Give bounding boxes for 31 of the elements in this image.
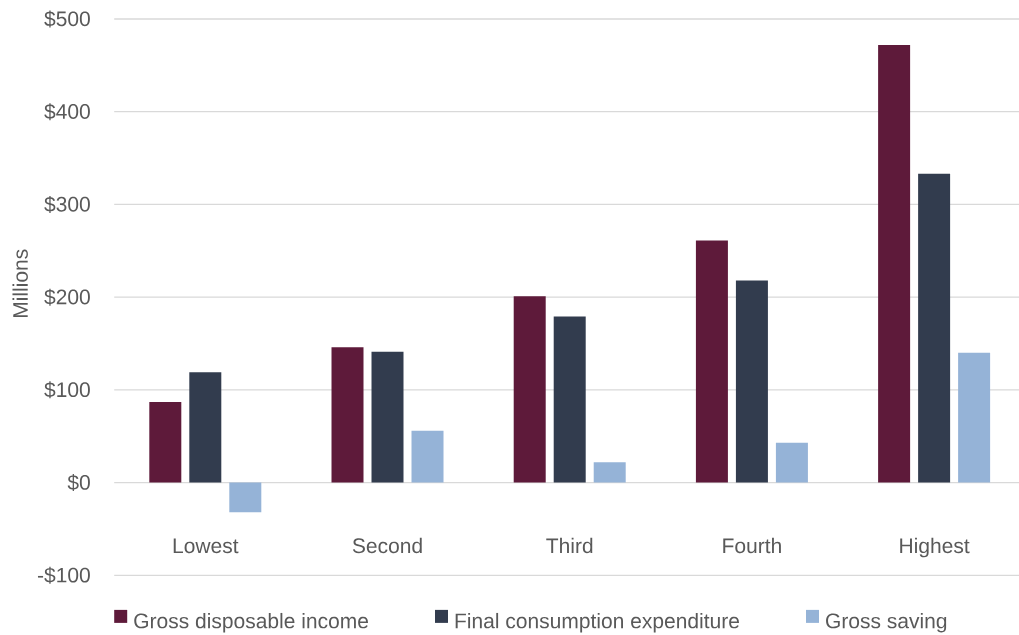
y-tick-label: $200 — [44, 288, 90, 306]
legend-label: Gross saving — [826, 612, 947, 633]
bar — [735, 280, 768, 483]
bar — [695, 240, 728, 483]
x-tick-label: Fourth — [723, 537, 781, 554]
bar — [775, 442, 808, 483]
bar — [229, 482, 262, 513]
bar — [878, 44, 911, 483]
x-tick-label: Third — [546, 537, 593, 554]
x-tick-label: Second — [352, 537, 422, 554]
legend-label: Gross disposable income — [134, 612, 368, 633]
y-tick-label: $100 — [44, 381, 90, 399]
y-tick-label: $500 — [44, 10, 90, 28]
bar — [371, 351, 404, 483]
x-tick-label: Highest — [900, 537, 970, 558]
bar — [189, 372, 222, 483]
bar — [918, 173, 951, 483]
bar — [958, 352, 991, 483]
y-tick-label: $400 — [44, 103, 90, 121]
y-tick-label: $300 — [44, 195, 90, 213]
bar — [331, 347, 364, 483]
bar — [149, 401, 182, 483]
bar — [513, 296, 546, 483]
bar — [553, 316, 586, 483]
x-tick-label: Lowest — [173, 538, 239, 554]
y-tick-label: -$100 — [37, 566, 90, 584]
legend-label: Final consumption expenditure — [455, 612, 739, 633]
bar — [593, 462, 626, 483]
y-tick-label: $0 — [67, 474, 90, 492]
y-axis-title: Millions — [12, 249, 28, 318]
bar — [411, 430, 444, 483]
